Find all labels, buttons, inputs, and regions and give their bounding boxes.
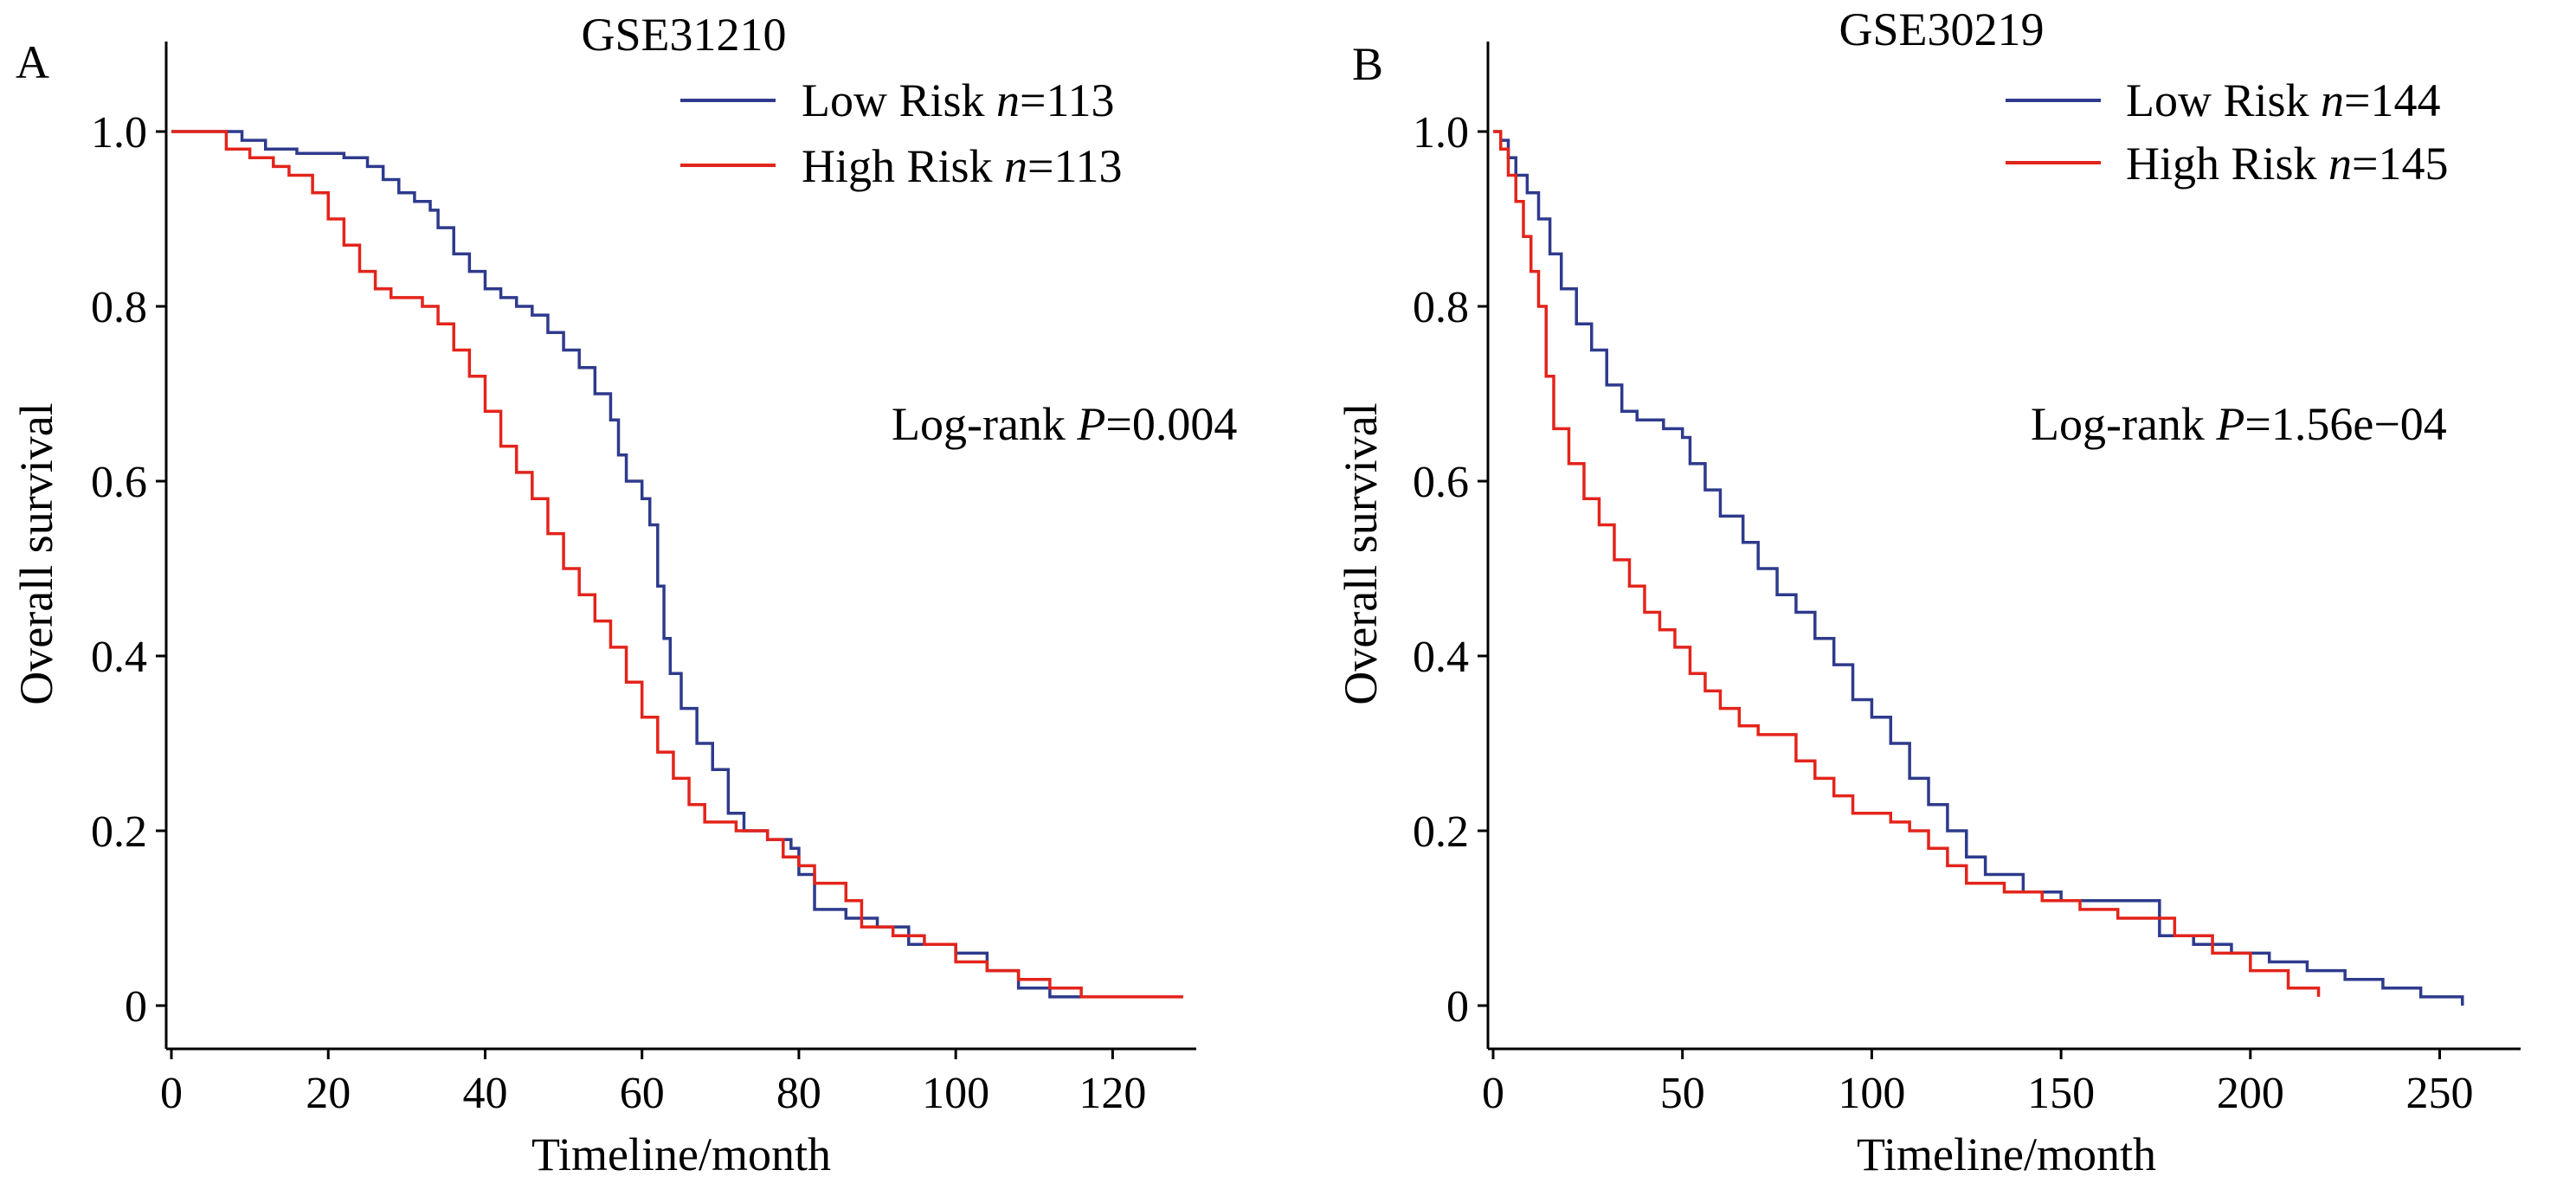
panel-b-x-tick-label: 200	[2217, 1069, 2284, 1118]
panel-b-x-tick-label: 150	[2027, 1069, 2095, 1118]
panel-b-legend-label-low-risk: Low Risk n=144	[2126, 74, 2441, 126]
panel-a-y-tick-label: 0.2	[91, 807, 147, 857]
panel-a-logrank-annotation: Log-rank P=0.004	[892, 398, 1237, 450]
panel-a-x-tick-label: 40	[462, 1069, 507, 1118]
panel-b-y-tick-label: 0.6	[1413, 458, 1469, 507]
panel-a-x-tick-label: 0	[160, 1069, 183, 1118]
panel-b-curves	[1493, 130, 2464, 1006]
panel-a-y-axis-label: Overall survival	[10, 402, 62, 704]
panel-a-legend-label-low-risk: Low Risk n=113	[802, 74, 1114, 126]
panel-b-curve-high-risk	[1493, 130, 2321, 997]
panel-b-label: B	[1352, 38, 1383, 90]
panel-b-x-tick-label: 50	[1660, 1069, 1705, 1118]
panel-b-y-ticks: 0 0.2 0.4 0.6 0.8 1.0	[1413, 108, 1488, 1032]
panel-a-x-axis-label: Timeline/month	[531, 1128, 831, 1180]
panel-a-y-tick-label: 0.4	[91, 633, 147, 682]
panel-a-y-tick-label: 1.0	[91, 108, 147, 158]
panel-a-y-tick-label: 0	[125, 982, 147, 1032]
panel-b-curve-low-risk	[1493, 130, 2464, 1006]
panel-b-y-tick-label: 0.2	[1413, 807, 1469, 857]
panel-b-x-axis-label: Timeline/month	[1857, 1128, 2156, 1180]
panel-a-curve-low-risk	[171, 130, 1082, 999]
panel-b-x-ticks: 0 50 100 150 200 250	[1482, 1049, 2474, 1118]
panel-a-y-tick-label: 0.6	[91, 458, 147, 507]
panel-b-x-tick-label: 0	[1482, 1069, 1504, 1118]
panel-b-y-tick-label: 0	[1446, 982, 1469, 1032]
panel-a-y-tick-label: 0.8	[91, 283, 147, 332]
panel-a-label: A	[16, 36, 49, 88]
panel-b-y-axis-label: Overall survival	[1335, 402, 1387, 704]
panel-a-y-ticks: 0 0.2 0.4 0.6 0.8 1.0	[91, 108, 166, 1032]
panel-a-legend: Low Risk n=113 High Risk n=113	[680, 74, 1123, 192]
panel-a-x-tick-label: 20	[306, 1069, 351, 1118]
panel-b-x-tick-label: 250	[2406, 1069, 2474, 1118]
panel-a-legend-label-high-risk: High Risk n=113	[802, 140, 1123, 192]
panel-a-x-tick-label: 120	[1079, 1069, 1146, 1118]
panel-b-title: GSE30219	[1839, 3, 2044, 55]
panel-a-x-tick-label: 80	[776, 1069, 821, 1118]
panel-b-logrank-annotation: Log-rank P=1.56e−04	[2031, 398, 2447, 450]
panel-b-x-tick-label: 100	[1838, 1069, 1905, 1118]
panel-a-curve-high-risk	[171, 130, 1183, 999]
panel-b: B GSE30219 0 0.2 0.4 0.6 0.8 1.0 0 50 100 150 200…	[1335, 3, 2521, 1180]
panel-b-y-tick-label: 0.8	[1413, 283, 1469, 332]
panel-b-legend-label-high-risk: High Risk n=145	[2126, 138, 2449, 190]
panel-a-x-tick-label: 100	[922, 1069, 989, 1118]
panel-b-y-tick-label: 1.0	[1413, 108, 1469, 158]
panel-a: A GSE31210 0 0.2 0.4 0.6 0.8 1.0 0 20 40 60 80 100…	[10, 9, 1237, 1180]
panel-a-x-ticks: 0 20 40 60 80 100 120	[160, 1049, 1146, 1118]
panel-a-x-tick-label: 60	[620, 1069, 665, 1118]
panel-b-legend: Low Risk n=144 High Risk n=145	[2006, 74, 2449, 190]
panel-a-title: GSE31210	[581, 9, 786, 61]
panel-a-curves	[171, 130, 1183, 999]
panel-b-y-tick-label: 0.4	[1413, 633, 1469, 682]
